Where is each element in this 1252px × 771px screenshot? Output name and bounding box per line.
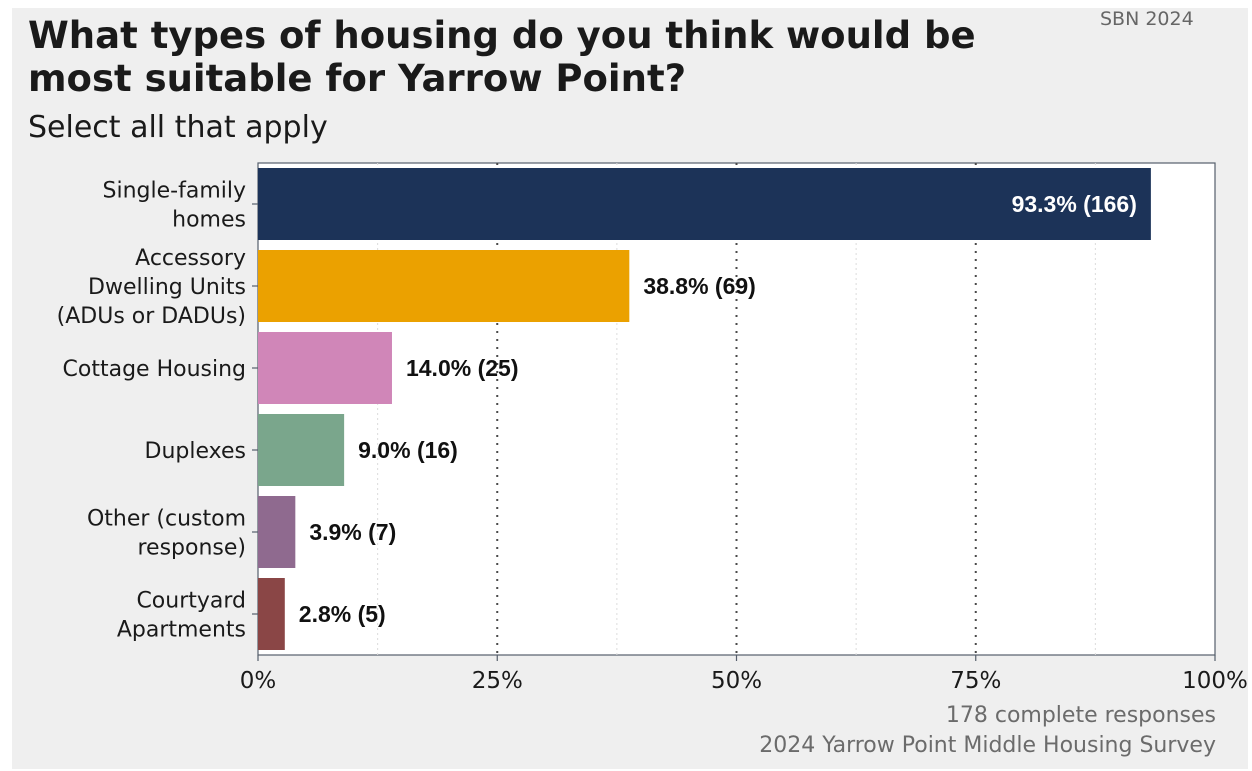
y-tick-label: Accessory Dwelling Units (ADUs or DADUs): [57, 246, 246, 329]
chart-title: What types of housing do you think would…: [28, 14, 976, 100]
data-label: 93.3% (166): [1012, 191, 1137, 217]
bar: [258, 332, 392, 404]
y-tick-label: Courtyard Apartments: [117, 589, 246, 643]
bar: [258, 168, 1151, 240]
data-label: 3.9% (7): [309, 519, 396, 545]
bar: [258, 496, 296, 568]
data-label: 9.0% (16): [358, 437, 458, 463]
y-tick-label: Other (custom response): [87, 507, 246, 561]
data-label: 14.0% (25): [406, 355, 519, 381]
source-tag: SBN 2024: [1100, 8, 1194, 30]
x-tick-label: 0%: [240, 668, 277, 694]
survey-caption: 2024 Yarrow Point Middle Housing Survey: [759, 733, 1216, 758]
responses-caption: 178 complete responses: [945, 703, 1216, 728]
bar: [258, 578, 285, 650]
x-tick-label: 50%: [711, 668, 762, 694]
y-tick-label: Duplexes: [145, 439, 246, 464]
y-tick-label: Single-family homes: [103, 179, 246, 233]
bar: [258, 414, 345, 486]
x-tick-label: 75%: [950, 668, 1001, 694]
chart-subtitle: Select all that apply: [28, 110, 328, 145]
data-label: 38.8% (69): [643, 273, 756, 299]
x-tick-label: 25%: [472, 668, 523, 694]
x-tick-label: 100%: [1182, 668, 1248, 694]
bar: [258, 250, 630, 322]
data-label: 2.8% (5): [299, 601, 386, 627]
y-tick-label: Cottage Housing: [63, 357, 246, 382]
